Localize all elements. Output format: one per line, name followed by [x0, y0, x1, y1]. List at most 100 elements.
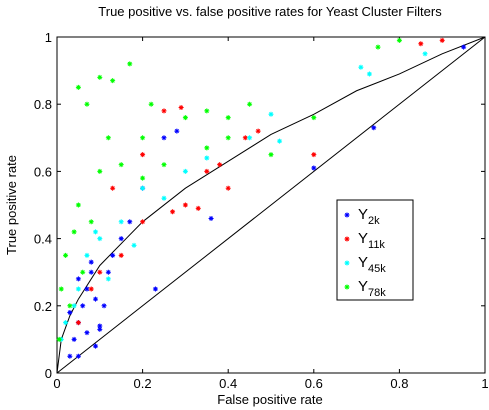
x-tick-label: 0 [53, 376, 60, 391]
point [93, 296, 99, 302]
y-tick-label: 0.8 [34, 97, 52, 112]
point [204, 155, 210, 161]
point [75, 84, 81, 90]
point [195, 205, 201, 211]
x-tick-label: 1 [481, 376, 488, 391]
point [71, 336, 77, 342]
point [97, 236, 103, 242]
point [110, 78, 116, 84]
point [75, 202, 81, 208]
point [67, 303, 73, 309]
y-tick-label: 0.2 [34, 299, 52, 314]
point [75, 286, 81, 292]
point [97, 323, 103, 329]
point [56, 336, 62, 342]
point [268, 111, 274, 117]
legend-label: Y2k [358, 206, 380, 227]
point [182, 202, 188, 208]
point [242, 135, 248, 141]
point [247, 101, 253, 107]
point [161, 108, 167, 114]
point [88, 286, 94, 292]
point [375, 44, 381, 50]
point [268, 152, 274, 158]
point [105, 269, 111, 275]
point [67, 353, 73, 359]
point [204, 168, 210, 174]
plot-frame [56, 36, 486, 374]
point [161, 135, 167, 141]
x-tick-label: 0.6 [305, 376, 323, 391]
point [97, 168, 103, 174]
legend-marker [344, 284, 350, 290]
point [71, 303, 77, 309]
point [67, 310, 73, 316]
point [71, 229, 77, 235]
point [217, 162, 223, 168]
point [439, 37, 445, 43]
point [225, 115, 231, 121]
point [182, 115, 188, 121]
x-tick-label: 0.2 [134, 376, 152, 391]
point [97, 74, 103, 80]
y-tick-label: 0.6 [34, 164, 52, 179]
y-axis-label: True positive rate [4, 155, 19, 255]
point [140, 219, 146, 225]
legend-label: Y78k [358, 278, 386, 299]
point [88, 259, 94, 265]
point [105, 276, 111, 282]
point [84, 252, 90, 258]
point [140, 152, 146, 158]
point [140, 175, 146, 181]
point [84, 286, 90, 292]
point [140, 135, 146, 141]
point [418, 41, 424, 47]
point [97, 326, 103, 332]
point [118, 162, 124, 168]
point [311, 152, 317, 158]
point [247, 135, 253, 141]
point [358, 64, 364, 70]
point [170, 209, 176, 215]
point [311, 115, 317, 121]
point [75, 353, 81, 359]
y-tick-label: 0.4 [34, 232, 52, 247]
point [110, 185, 116, 191]
point [178, 105, 184, 111]
point [101, 303, 107, 309]
point [461, 44, 467, 50]
point [225, 185, 231, 191]
reference-line [56, 36, 486, 374]
point [140, 185, 146, 191]
point [110, 252, 116, 258]
legend-label: Y11k [358, 230, 385, 251]
point [161, 162, 167, 168]
point [93, 229, 99, 235]
point [255, 128, 261, 134]
point [118, 219, 124, 225]
point [80, 303, 86, 309]
point [88, 269, 94, 275]
point [63, 320, 69, 326]
point [422, 51, 428, 57]
y-tick-label: 0 [45, 366, 52, 381]
legend-marker [344, 212, 350, 218]
x-tick-label: 0.8 [390, 376, 408, 391]
point [174, 128, 180, 134]
point [182, 168, 188, 174]
point [63, 252, 69, 258]
point [97, 269, 103, 275]
point [84, 330, 90, 336]
point [131, 242, 137, 248]
point [75, 320, 81, 326]
point [204, 108, 210, 114]
reference-line [56, 36, 486, 374]
point [161, 195, 167, 201]
point [148, 101, 154, 107]
point [277, 138, 283, 144]
point [204, 145, 210, 151]
point [93, 343, 99, 349]
point [371, 125, 377, 131]
point [311, 165, 317, 171]
